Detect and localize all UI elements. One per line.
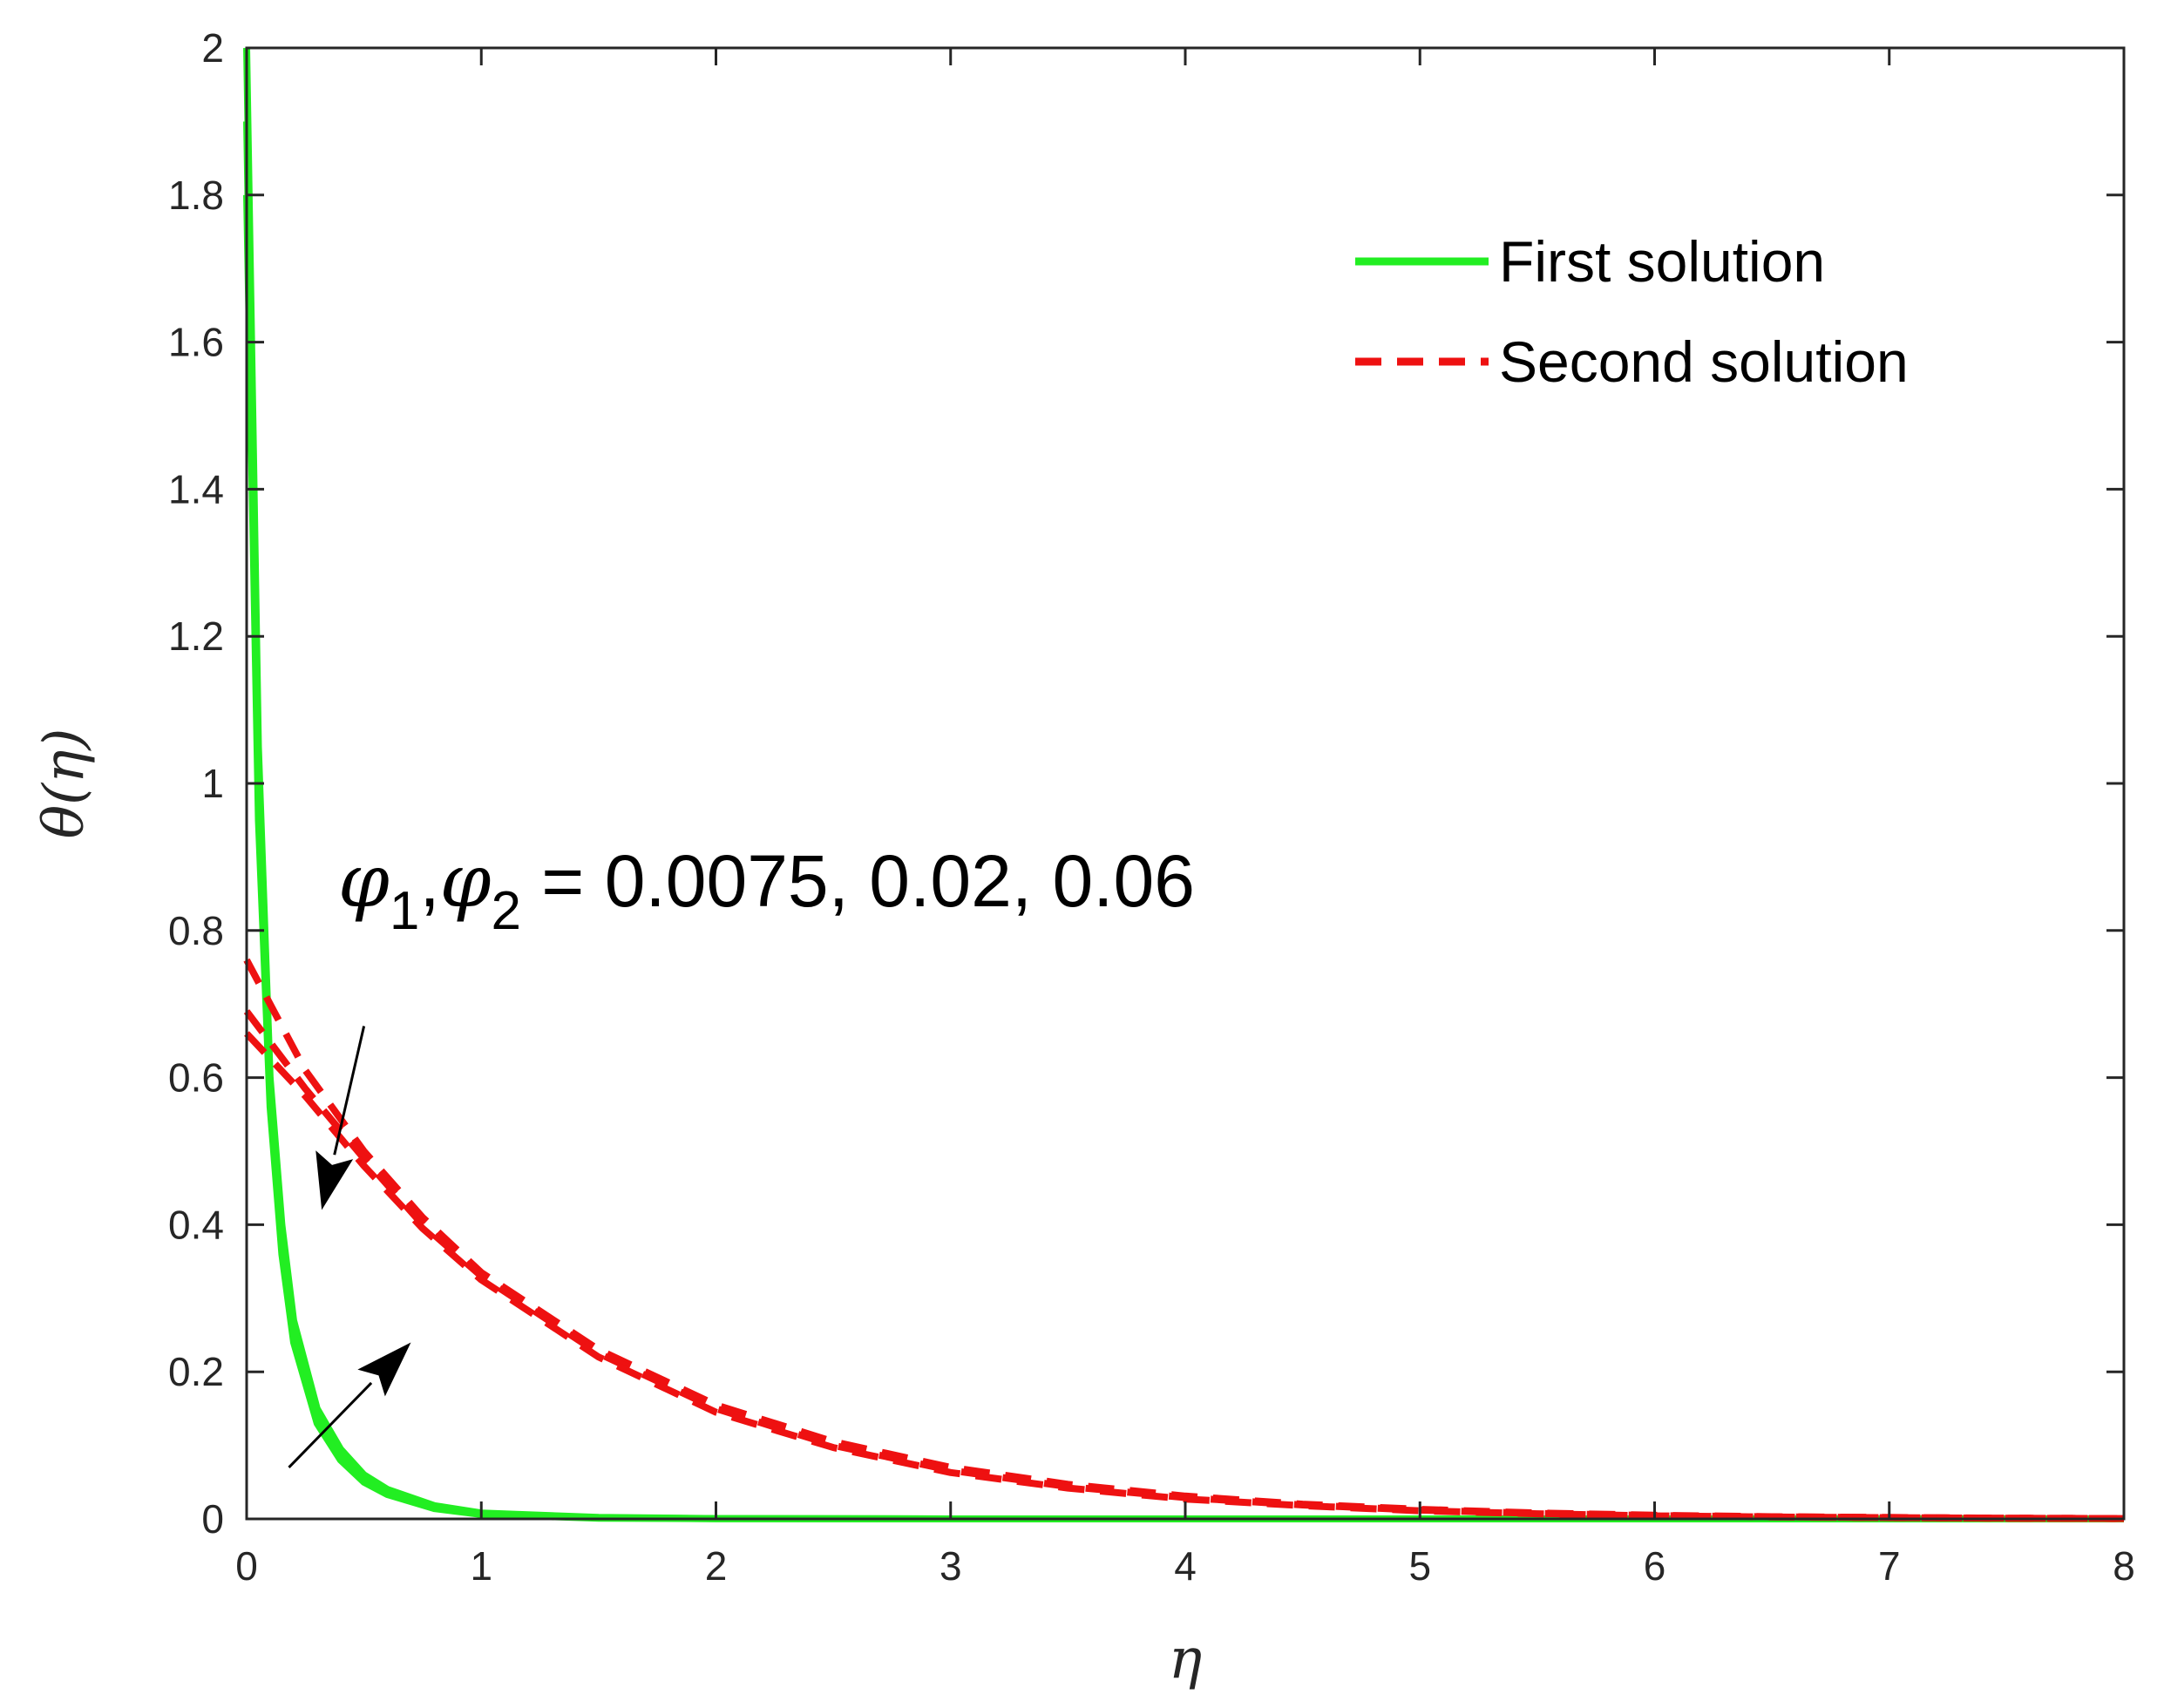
x-tick-label: 5 [1408, 1543, 1431, 1589]
x-tick-label: 3 [940, 1543, 962, 1589]
arrow-up-head [357, 1342, 411, 1397]
annotation-phi-1: φ [338, 838, 390, 924]
annotation-sub-1: 1 [390, 881, 419, 941]
x-axis-label: η [1169, 1627, 1202, 1691]
y-tick-label: 1.2 [168, 613, 224, 659]
annotation-arrows [288, 1026, 411, 1468]
y-tick-label: 1.4 [168, 466, 224, 512]
legend-label-first-solution: First solution [1499, 229, 1825, 294]
x-tick-label: 0 [235, 1543, 258, 1589]
y-tick-label: 0.2 [168, 1349, 224, 1394]
y-tick-label: 0.6 [168, 1055, 224, 1101]
annotation-sub-2: 2 [491, 881, 520, 941]
x-tick-label: 7 [1878, 1543, 1901, 1589]
y-tick-label: 0.4 [168, 1202, 224, 1247]
legend-label-second-solution: Second solution [1499, 329, 1909, 394]
tick-label-layer: 0 1 2 3 4 5 6 7 8 0 0.2 0.4 0.6 0.8 1 1.2 1.4 1.6 1.8 2 [168, 25, 2135, 1589]
legend: First solution Second solution [1355, 229, 1909, 394]
x-tick-label: 6 [1644, 1543, 1666, 1589]
x-tick-label: 8 [2113, 1543, 2135, 1589]
y-axis-label: θ(η) [32, 729, 97, 839]
y-tick-label: 2 [201, 25, 224, 71]
x-tick-label: 4 [1174, 1543, 1197, 1589]
arrow-up-shaft [288, 1381, 373, 1468]
x-tick-label: 2 [705, 1543, 728, 1589]
y-tick-label: 0 [201, 1496, 224, 1542]
y-tick-label: 1 [201, 761, 224, 806]
arrow-down-shaft [333, 1026, 366, 1156]
annotation-values: = 0.0075, 0.02, 0.06 [521, 840, 1195, 922]
annotation-comma: , [419, 840, 439, 922]
y-tick-label: 1.8 [168, 173, 224, 218]
annotation-phi-2: φ [440, 838, 492, 924]
arrow-down-head [315, 1150, 354, 1210]
y-tick-label: 1.6 [168, 320, 224, 365]
annotation-phi-values: φ1,φ2 = 0.0075, 0.02, 0.06 [338, 838, 1195, 941]
tick-layer [245, 46, 2126, 1521]
series-line-second-solution [244, 1031, 2125, 1522]
y-tick-label: 0.8 [168, 908, 224, 953]
x-tick-label: 1 [470, 1543, 492, 1589]
